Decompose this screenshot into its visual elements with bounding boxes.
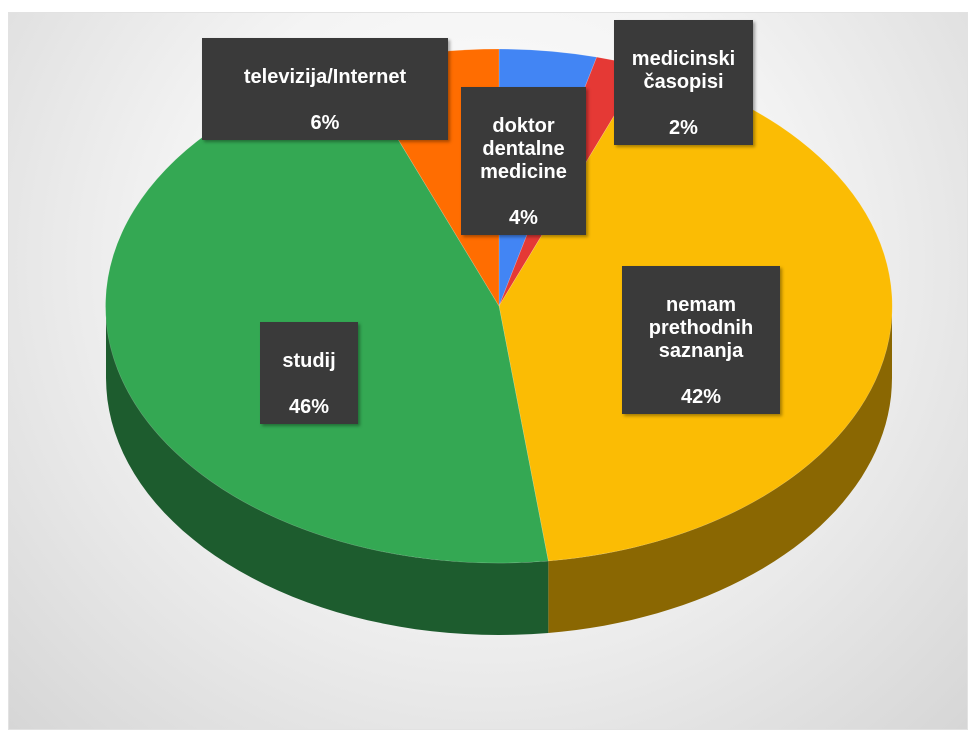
data-label-text: studij [282,350,336,372]
data-label-text: televizija/Internet [243,66,407,88]
data-label-value: 42% [680,386,722,408]
data-label-value: 2% [669,117,698,139]
data-label-text: nemam prethodnih saznanja [648,294,754,362]
pie-side-nemam [548,306,892,633]
data-label-text: doktor dentalne medicine [480,115,567,183]
data-label-televizija-internet: televizija/Internet 6% [202,38,448,140]
data-label-value: 4% [509,207,538,229]
pie-side-studij [106,306,549,635]
data-label-value: 46% [288,396,330,418]
data-label-value: 6% [310,112,340,134]
chart-frame: doktor dentalne medicine 4% medicinski č… [8,12,968,730]
data-label-medicinski-casopisi: medicinski časopisi 2% [614,20,753,145]
data-label-doktor-dentalne-medicine: doktor dentalne medicine 4% [461,87,586,235]
pie-side-layer [106,306,892,635]
data-label-studij: studij 46% [260,322,358,424]
data-label-nemam-prethodnih-saznanja: nemam prethodnih saznanja 42% [622,266,780,414]
data-label-text: medicinski časopisi [631,48,736,93]
